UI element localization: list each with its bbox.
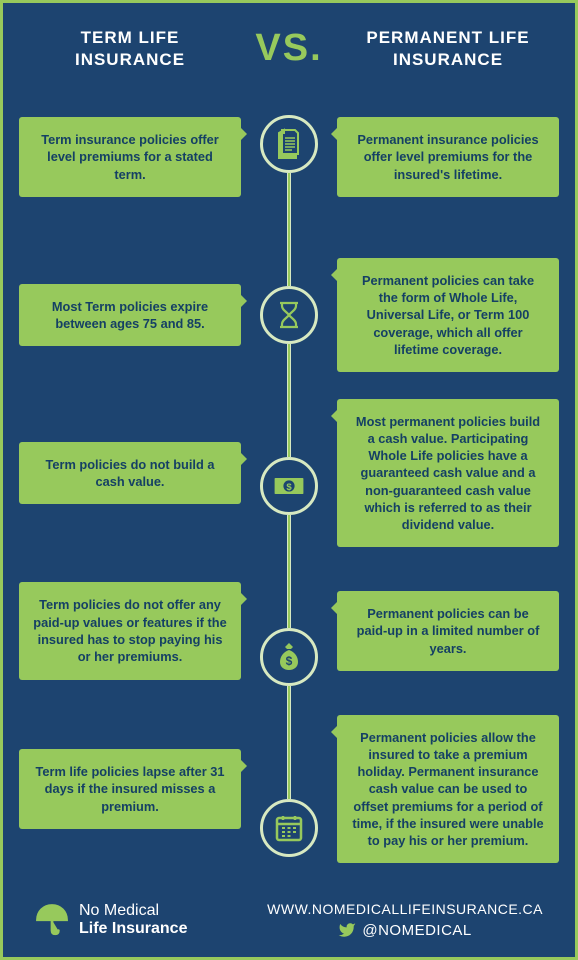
header-vs-label: VS. [255,27,322,70]
header-left-title: TERM LIFE INSURANCE [35,27,225,70]
term-card: Term policies do not build a cash value. [19,442,241,505]
term-card: Term insurance policies offer level prem… [19,117,241,197]
permanent-card: Permanent insurance policies offer level… [337,117,559,197]
twitter-handle: @NOMEDICAL [362,922,471,939]
term-card: Most Term policies expire between ages 7… [19,284,241,347]
comparison-rows: Term insurance policies offer level prem… [3,78,575,868]
permanent-card: Most permanent policies build a cash val… [337,399,559,548]
comparison-row: Term policies do not build a cash value.… [19,394,559,552]
term-card: Term policies do not offer any paid-up v… [19,582,241,679]
permanent-card: Permanent policies can take the form of … [337,258,559,372]
comparison-row: Term life policies lapse after 31 days i… [19,710,559,868]
term-card: Term life policies lapse after 31 days i… [19,749,241,829]
umbrella-icon [35,903,69,937]
brand-line1: No Medical [79,902,159,919]
permanent-card: Permanent policies allow the insured to … [337,715,559,864]
comparison-row: Most Term policies expire between ages 7… [19,236,559,394]
footer-url: WWW.NOMEDICALLIFEINSURANCE.CA [267,901,543,917]
brand-line2: Life Insurance [79,920,187,938]
comparison-row: Term policies do not offer any paid-up v… [19,552,559,710]
brand-text: No Medical Life Insurance [79,902,187,937]
header-right-title: PERMANENT LIFE INSURANCE [353,27,543,70]
contact-block: WWW.NOMEDICALLIFEINSURANCE.CA @NOMEDICAL [267,901,543,939]
permanent-card: Permanent policies can be paid-up in a l… [337,591,559,671]
comparison-row: Term insurance policies offer level prem… [19,78,559,236]
brand: No Medical Life Insurance [35,902,187,937]
header: TERM LIFE INSURANCE VS. PERMANENT LIFE I… [3,3,575,78]
footer: No Medical Life Insurance WWW.NOMEDICALL… [3,887,575,957]
twitter-line: @NOMEDICAL [267,921,543,939]
twitter-icon [338,921,356,939]
